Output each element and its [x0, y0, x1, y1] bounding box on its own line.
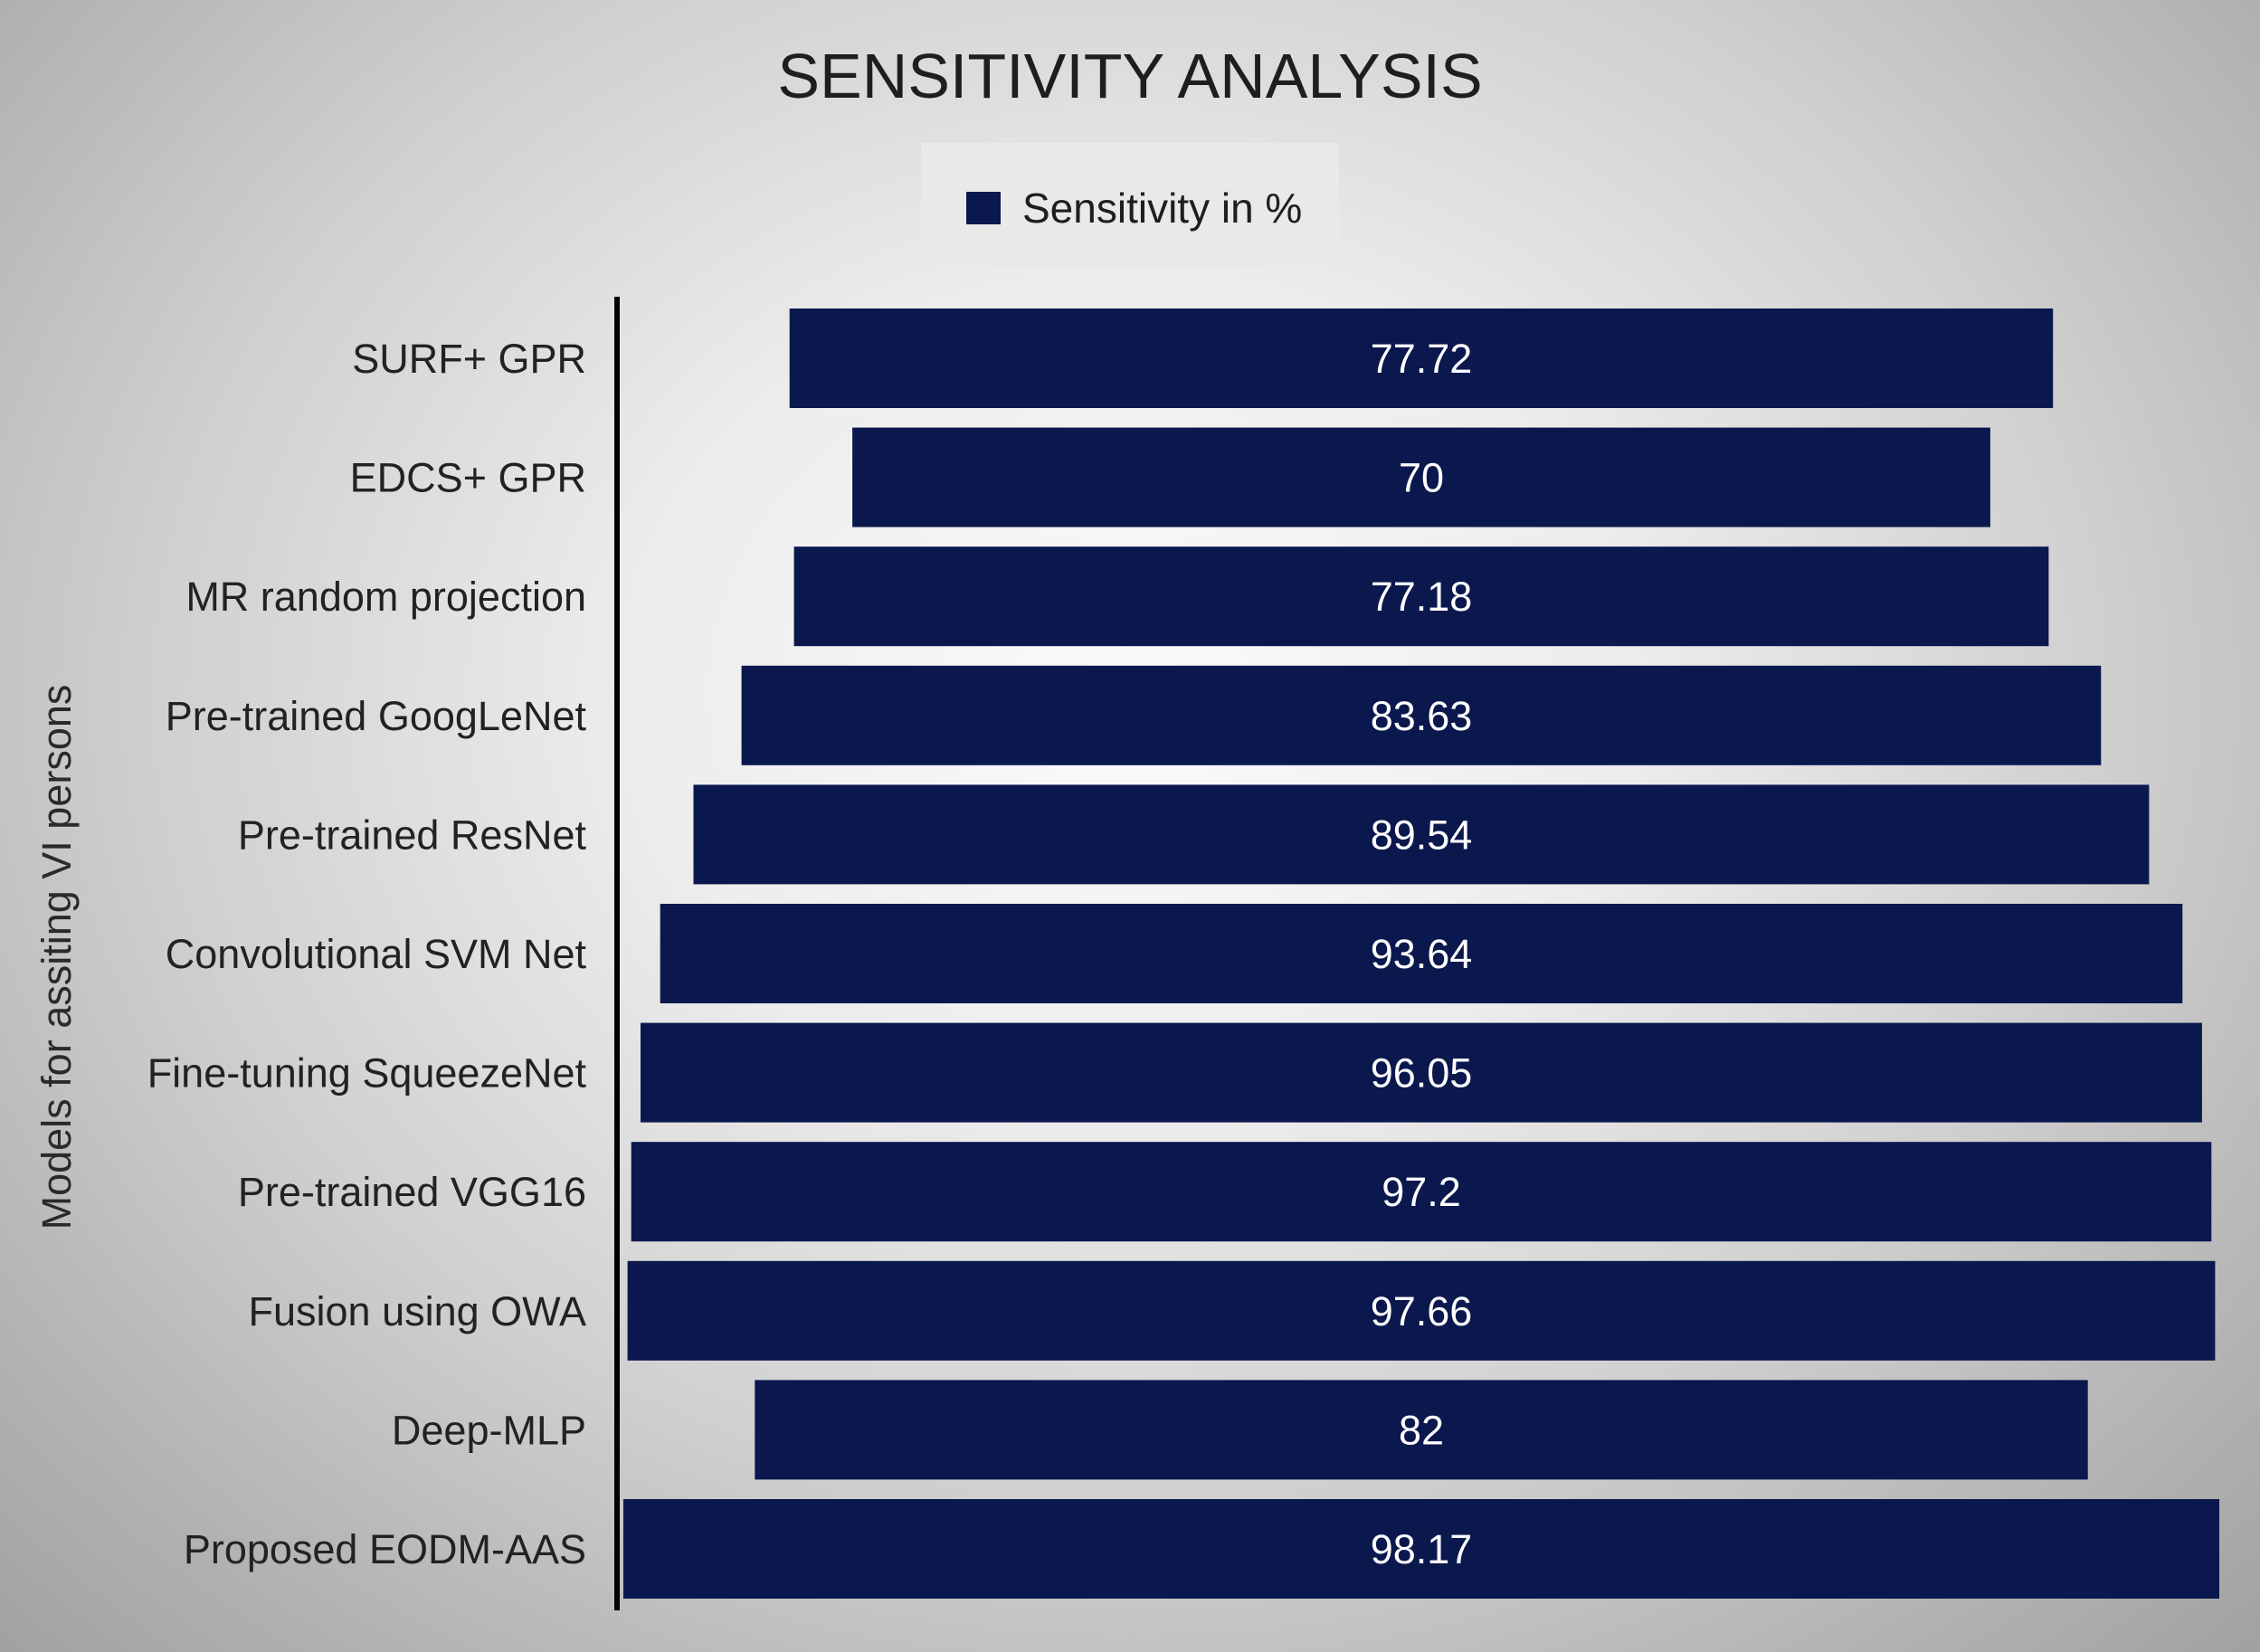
value-label-convolutional-svm-net: 93.64 — [1371, 931, 1473, 977]
bar-proposed-eodm-aas — [623, 1499, 2219, 1599]
y-axis-label: Models for assiting VI persons — [33, 685, 80, 1230]
category-label-pre-trained-resnet: Pre-trained ResNet — [238, 812, 587, 858]
category-label-pre-trained-vgg16: Pre-trained VGG16 — [238, 1169, 586, 1215]
legend-label: Sensitivity in % — [1022, 185, 1302, 232]
bar-fine-tuning-squeezenet — [641, 1022, 2202, 1123]
category-label-surf-gpr: SURF+ GPR — [352, 336, 586, 382]
bar-pre-trained-googlenet — [741, 665, 2102, 765]
value-label-pre-trained-vgg16: 97.2 — [1382, 1169, 1461, 1215]
category-label-pre-trained-googlenet: Pre-trained GoogLeNet — [166, 693, 587, 739]
value-labels: 77.72 70 77.18 83.63 89.54 93.64 96.05 97.2 97.6… — [1371, 336, 1473, 1572]
category-label-fusion-using-owa: Fusion using OWA — [249, 1288, 586, 1334]
value-label-surf-gpr: 77.72 — [1371, 336, 1473, 382]
bar-mr-random-projection — [793, 546, 2049, 647]
bar-pre-trained-vgg16 — [631, 1142, 2212, 1242]
chart-title: SENSITIVITY ANALYSIS — [777, 41, 1482, 111]
category-label-edcs-gpr: EDCS+ GPR — [350, 455, 586, 501]
bar-surf-gpr — [789, 309, 2054, 408]
bar-edcs-gpr — [852, 427, 1990, 527]
category-labels: SURF+ GPR EDCS+ GPR MR random projection Pr… — [147, 336, 587, 1572]
bar-convolutional-svm-net — [660, 904, 2183, 1003]
value-label-edcs-gpr: 70 — [1399, 455, 1444, 501]
value-label-fusion-using-owa: 97.66 — [1371, 1288, 1473, 1334]
category-label-mr-random-projection: MR random projection — [185, 574, 586, 620]
bar-fusion-using-owa — [627, 1260, 2216, 1361]
bar-deep-mlp — [755, 1380, 2088, 1480]
value-label-proposed-eodm-aas: 98.17 — [1371, 1526, 1473, 1572]
category-label-proposed-eodm-aas: Proposed EODM-AAS — [184, 1526, 586, 1572]
legend: Sensitivity in % — [921, 143, 1339, 268]
value-label-fine-tuning-squeezenet: 96.05 — [1371, 1050, 1473, 1097]
category-label-fine-tuning-squeezenet: Fine-tuning SqueezeNet — [147, 1050, 587, 1097]
bar-pre-trained-resnet — [693, 784, 2150, 885]
value-label-pre-trained-googlenet: 83.63 — [1371, 693, 1473, 739]
value-label-deep-mlp: 82 — [1399, 1407, 1444, 1453]
bars-group — [623, 309, 2219, 1599]
category-label-deep-mlp: Deep-MLP — [392, 1407, 586, 1453]
value-label-pre-trained-resnet: 89.54 — [1371, 812, 1473, 858]
legend-swatch — [966, 192, 1001, 224]
category-label-convolutional-svm-net: Convolutional SVM Net — [166, 931, 587, 977]
value-label-mr-random-projection: 77.18 — [1371, 574, 1473, 620]
